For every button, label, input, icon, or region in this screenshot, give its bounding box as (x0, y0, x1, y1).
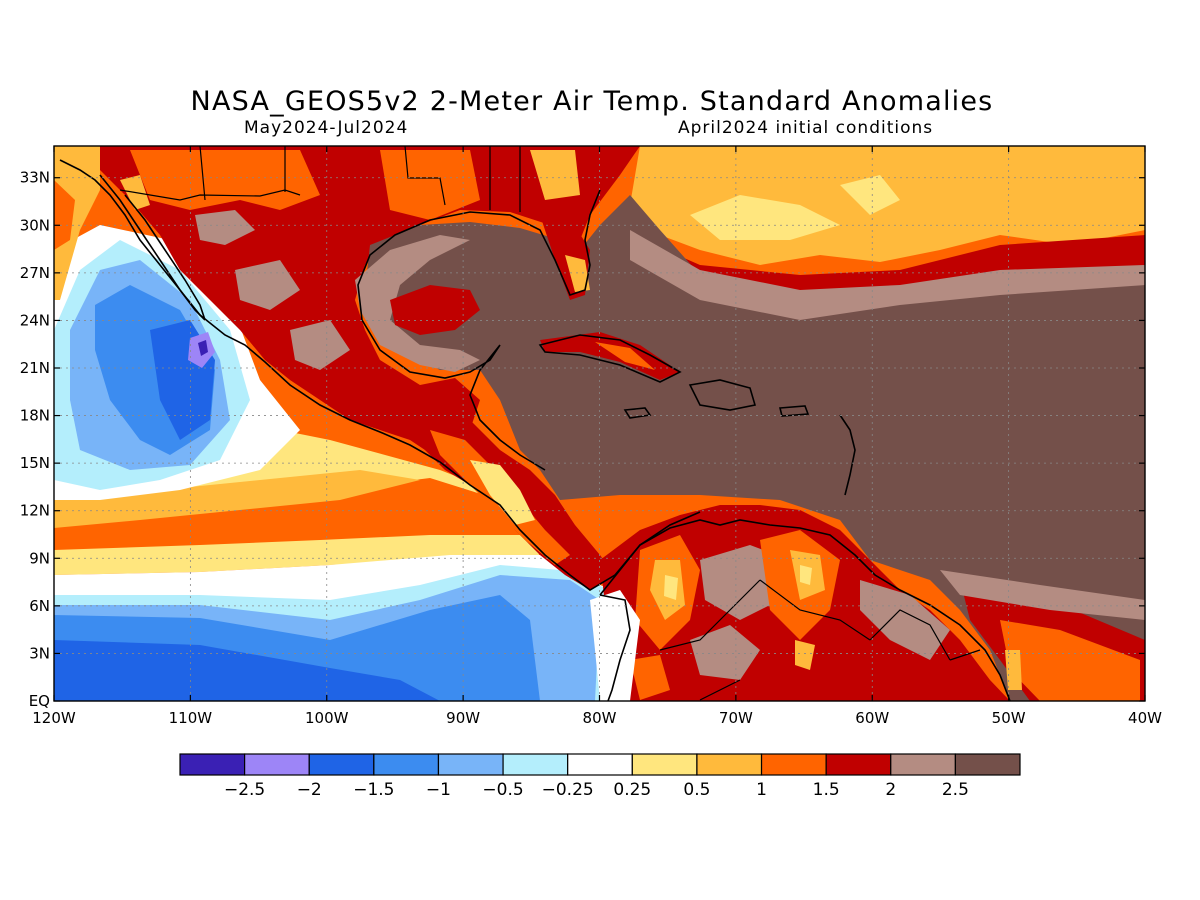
pacific-orange-band (54, 478, 520, 550)
colorbar-label: −2.5 (224, 780, 265, 800)
coastline-puerto-rico (778, 405, 810, 417)
coastline-antilles (839, 414, 856, 496)
initial-conditions: April2024 initial conditions (678, 118, 934, 138)
colorbar-swatch (308, 753, 375, 776)
lat-tick-label: 9N (29, 549, 50, 567)
colorbar-swatch (760, 753, 827, 776)
borders-us-mexico (119, 146, 521, 212)
lat-tick-label: 3N (29, 644, 50, 662)
lon-tick-label: 110W (169, 709, 213, 727)
atlantic-fringe-light (630, 230, 1145, 320)
eq-dblue-band (54, 640, 440, 701)
pacific-light-band (54, 470, 420, 528)
map-title: NASA_GEOS5v2 2-Meter Air Temp. Standard … (190, 86, 994, 117)
colorbar-label: −1.5 (353, 780, 394, 800)
colorbar-swatch (631, 753, 698, 776)
colorbar-swatch (890, 753, 956, 776)
lat-tick-label: 18N (20, 407, 50, 425)
colorbar-swatch (696, 753, 763, 776)
atlantic-se-brown-edge (940, 570, 1145, 620)
colorbar-label: 1.5 (813, 780, 840, 800)
lat-tick-label: EQ (29, 692, 50, 710)
coastline-north-america (59, 159, 701, 591)
central-america-yellow (470, 460, 535, 525)
lat-tick-label: 27N (20, 264, 50, 282)
atlantic-light-patch (690, 195, 840, 240)
colorbar-swatch (567, 753, 633, 776)
lon-tick-label: 70W (719, 709, 753, 727)
lon-tick-label: 120W (32, 709, 76, 727)
coastline-jamaica (623, 407, 652, 419)
colorbar-swatch (179, 753, 246, 776)
lat-tick-label: 21N (20, 359, 50, 377)
gridlines (54, 146, 1145, 701)
atlantic-light-patch-2 (840, 175, 900, 215)
borders-south-america (659, 579, 981, 701)
atlantic-se-yellow (1005, 650, 1022, 690)
south-america-yellow (650, 550, 825, 670)
lon-tick-label: 90W (446, 709, 480, 727)
cuba-orange (595, 342, 655, 370)
coastline-hispaniola (688, 379, 757, 411)
us-warm-orange (130, 150, 480, 220)
colorbar-swatch (437, 753, 504, 776)
coastline-gulf (357, 189, 601, 471)
colorbar-swatch (244, 753, 310, 776)
colorbar-label: −0.25 (542, 780, 594, 800)
colorbar-label: −1 (426, 780, 451, 800)
colorbar-label: 2.5 (942, 780, 969, 800)
lon-tick-label: 80W (583, 709, 617, 727)
lon-tick-label: 100W (305, 709, 349, 727)
atlantic-se-orange (1000, 620, 1140, 701)
lat-tick-label: 24N (20, 311, 50, 329)
us-yellow-patch (120, 150, 580, 210)
gulf-fringe-light (355, 235, 480, 372)
coastlines (59, 146, 1011, 701)
south-america-brown (690, 545, 950, 680)
colorbar-label: 1 (756, 780, 767, 800)
lat-tick-label: 6N (29, 597, 50, 615)
gulf-red-blob (390, 285, 480, 335)
lat-tick-label: 30N (20, 216, 50, 234)
lat-tick-label: 12N (20, 502, 50, 520)
colorbar-label: 0.5 (683, 780, 710, 800)
coastline-colombia-pacific (599, 594, 631, 701)
colorbar-swatch (954, 753, 1021, 776)
lat-tick-label: 33N (20, 169, 50, 187)
colorbar: −2.5 −2 −1.5 −1 −0.5 −0.25 0.25 0.5 1 1.5 2 2.5 (179, 753, 1021, 800)
forecast-period: May2024-Jul2024 (244, 118, 409, 138)
mexico-brown-patches (195, 210, 350, 370)
colorbar-label: 2 (885, 780, 896, 800)
florida-yellow (565, 255, 590, 292)
cuba-warm (540, 332, 680, 380)
colorbar-swatch (825, 753, 892, 776)
lon-tick-label: 50W (992, 709, 1026, 727)
lon-tick-label: 40W (1128, 709, 1162, 727)
california-warm-strip (54, 146, 100, 300)
coastline-south-america (599, 519, 1011, 701)
latitude-axis: 33N 30N 27N 24N 21N 18N 15N 12N 9N 6N 3N EQ (20, 169, 1145, 710)
coastline-cuba (538, 334, 682, 383)
california-red-strip (54, 180, 75, 250)
lon-tick-label: 60W (855, 709, 889, 727)
longitude-axis: 120W 110W 100W 90W 80W 70W 60W 50W 40W (32, 146, 1162, 727)
pacific-cool-purple (198, 340, 208, 356)
colorbar-label: 0.25 (613, 780, 651, 800)
colorbar-label: −2 (297, 780, 322, 800)
coastline-baja (99, 174, 206, 321)
south-america-orange (630, 530, 840, 700)
colorbar-swatch (502, 753, 569, 776)
colorbar-swatch (373, 753, 440, 776)
colorbar-label: −0.5 (482, 780, 523, 800)
lat-tick-label: 15N (20, 454, 50, 472)
